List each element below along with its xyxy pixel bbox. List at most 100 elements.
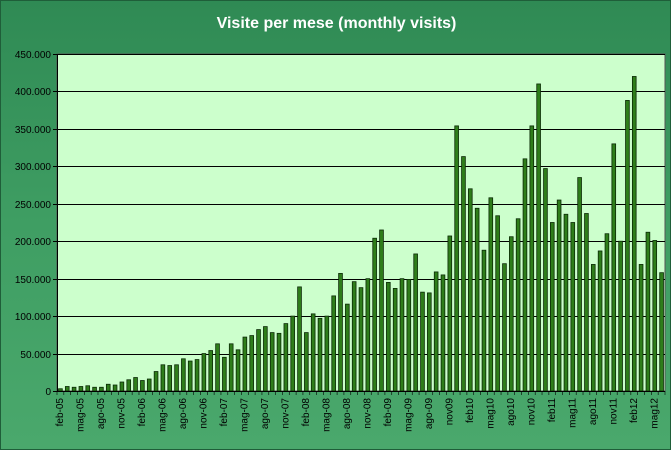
bar bbox=[563, 213, 569, 392]
x-tick-label: mag-06 bbox=[158, 398, 169, 432]
bar bbox=[146, 378, 152, 392]
y-tick-label: 50.000 bbox=[20, 350, 51, 361]
x-tick-label: nov-07 bbox=[280, 398, 291, 429]
bar bbox=[529, 125, 535, 392]
bar bbox=[235, 349, 241, 392]
bar bbox=[556, 199, 562, 392]
bar bbox=[283, 323, 289, 392]
y-tick-label: 450.000 bbox=[15, 50, 52, 61]
bar bbox=[597, 250, 603, 392]
x-tick-label: ago-06 bbox=[178, 398, 189, 430]
bar bbox=[604, 233, 610, 392]
bar bbox=[297, 286, 302, 392]
bar bbox=[392, 287, 398, 392]
x-tick-label: ago-07 bbox=[260, 398, 271, 430]
x-tick-label: mag-05 bbox=[76, 398, 87, 432]
x-tick-label: feb12 bbox=[629, 398, 640, 423]
x-tick-label: ago11 bbox=[588, 398, 599, 426]
bar bbox=[64, 386, 70, 392]
bar bbox=[194, 359, 200, 392]
bar bbox=[481, 249, 487, 392]
bar bbox=[310, 313, 316, 392]
y-tick-label: 200.000 bbox=[15, 237, 52, 248]
bar bbox=[276, 332, 282, 392]
x-tick-label: feb-05 bbox=[55, 398, 66, 427]
bar bbox=[611, 143, 617, 392]
bar bbox=[201, 353, 207, 392]
y-tick-label: 300.000 bbox=[15, 162, 52, 173]
bar bbox=[263, 326, 268, 392]
bar bbox=[331, 295, 336, 392]
bar bbox=[140, 380, 145, 392]
bar bbox=[372, 237, 377, 392]
x-tick-label: ago-05 bbox=[96, 398, 107, 430]
bar bbox=[379, 229, 384, 392]
bar bbox=[249, 335, 254, 392]
bar bbox=[638, 264, 644, 392]
bar bbox=[58, 388, 63, 392]
x-tick-label: mag11 bbox=[567, 398, 578, 428]
x-tick-label: nov-08 bbox=[362, 398, 373, 429]
y-tick-label: 400.000 bbox=[15, 87, 52, 98]
bar bbox=[502, 263, 507, 392]
bar bbox=[536, 83, 541, 392]
bar bbox=[590, 264, 596, 392]
x-tick-label: mag10 bbox=[485, 398, 496, 429]
bar bbox=[105, 383, 111, 392]
bar bbox=[645, 231, 651, 392]
x-tick-label: nov-05 bbox=[117, 398, 128, 429]
y-axis: 0 50.000 100.000 150.000 200.000 250.000 300.0… bbox=[15, 50, 58, 398]
bar bbox=[167, 365, 172, 392]
bar bbox=[269, 332, 275, 392]
bar bbox=[99, 386, 104, 392]
bar bbox=[618, 240, 623, 392]
bar bbox=[433, 271, 439, 392]
bar bbox=[584, 213, 589, 392]
x-tick-label: mag-07 bbox=[240, 398, 251, 432]
bar bbox=[631, 76, 637, 392]
bar bbox=[92, 386, 97, 392]
bar bbox=[112, 384, 118, 392]
x-tick-label: mag12 bbox=[649, 398, 660, 429]
bar bbox=[187, 360, 193, 392]
bar bbox=[222, 356, 227, 392]
y-tick-label: 100.000 bbox=[15, 312, 52, 323]
bar bbox=[71, 386, 77, 392]
bar bbox=[406, 279, 412, 392]
bar bbox=[474, 207, 480, 392]
bar bbox=[215, 343, 220, 392]
bar bbox=[495, 215, 500, 392]
bar bbox=[338, 273, 343, 392]
bar bbox=[351, 281, 357, 392]
bar bbox=[386, 282, 391, 392]
bar bbox=[304, 332, 309, 392]
chart-title: Visite per mese (monthly visits) bbox=[216, 15, 457, 32]
bar bbox=[85, 385, 91, 392]
bar bbox=[577, 177, 582, 392]
bar bbox=[468, 188, 473, 392]
bar bbox=[413, 253, 418, 392]
bar bbox=[652, 240, 658, 392]
bar bbox=[365, 278, 371, 392]
x-tick-label: mag-08 bbox=[321, 398, 332, 432]
bar bbox=[454, 125, 459, 392]
x-tick-label: nov10 bbox=[526, 398, 537, 426]
bar bbox=[242, 336, 248, 392]
bar bbox=[181, 358, 186, 392]
bar bbox=[345, 303, 350, 392]
x-tick-label: feb-08 bbox=[301, 398, 312, 427]
x-tick-label: mag-09 bbox=[403, 398, 414, 432]
bar bbox=[509, 236, 514, 392]
x-axis: feb-05 mag-05 ago-05 nov-05 feb-06 mag-06 ago-… bbox=[55, 391, 666, 432]
bar bbox=[153, 371, 159, 392]
bar bbox=[160, 364, 166, 392]
bar bbox=[447, 235, 453, 392]
bar bbox=[625, 100, 630, 392]
bar bbox=[317, 317, 323, 392]
y-tick-label: 250.000 bbox=[15, 200, 52, 211]
bar bbox=[488, 197, 494, 392]
bar bbox=[522, 158, 528, 392]
x-tick-label: feb11 bbox=[547, 398, 558, 423]
x-tick-label: feb-07 bbox=[219, 398, 230, 427]
